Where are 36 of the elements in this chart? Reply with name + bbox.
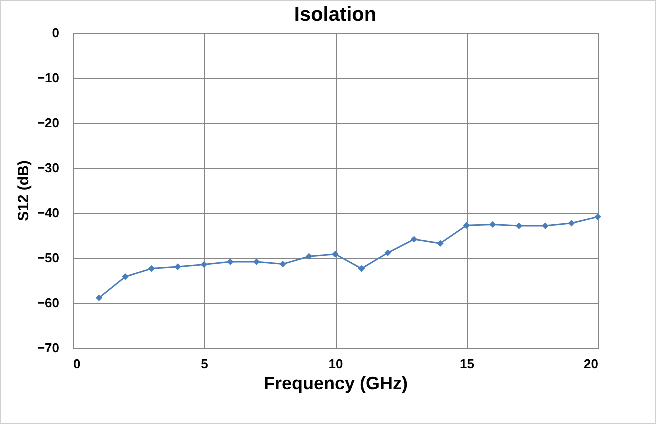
- y-tick-label: −50: [37, 250, 60, 266]
- point: [516, 222, 523, 230]
- y-axis-title: S12 (dB): [15, 160, 32, 222]
- point: [122, 274, 129, 280]
- point: [280, 260, 286, 268]
- point: [227, 258, 234, 266]
- y-tick-label: 0: [52, 26, 60, 40]
- y-tick-label: −20: [37, 116, 60, 130]
- x-tick-label: 15: [460, 356, 474, 372]
- point: [594, 214, 602, 220]
- x-axis-title: Frequency (GHz): [264, 374, 408, 394]
- x-tick-label: 0: [74, 356, 81, 372]
- point: [174, 264, 182, 270]
- x-tick-label: 10: [328, 356, 344, 372]
- point: [200, 261, 208, 268]
- y-tick-label: −70: [37, 340, 60, 356]
- point: [148, 265, 156, 272]
- point: [96, 294, 103, 302]
- point: [306, 253, 313, 260]
- y-tick-label: −10: [37, 70, 60, 86]
- x-tick-label: 5: [201, 356, 208, 372]
- point: [253, 258, 260, 266]
- point: [384, 250, 392, 256]
- point: [490, 221, 496, 228]
- point: [358, 265, 366, 272]
- point: [332, 251, 339, 258]
- y-tick-label: −30: [37, 160, 60, 176]
- x-tick-label: 20: [584, 356, 598, 372]
- point: [410, 236, 418, 243]
- point: [542, 222, 549, 230]
- y-tick-label: −40: [37, 206, 60, 220]
- point: [437, 240, 444, 247]
- point: [463, 222, 470, 229]
- y-tick-label: −60: [37, 296, 60, 310]
- chart-title: Isolation: [294, 4, 377, 26]
- point: [568, 220, 576, 227]
